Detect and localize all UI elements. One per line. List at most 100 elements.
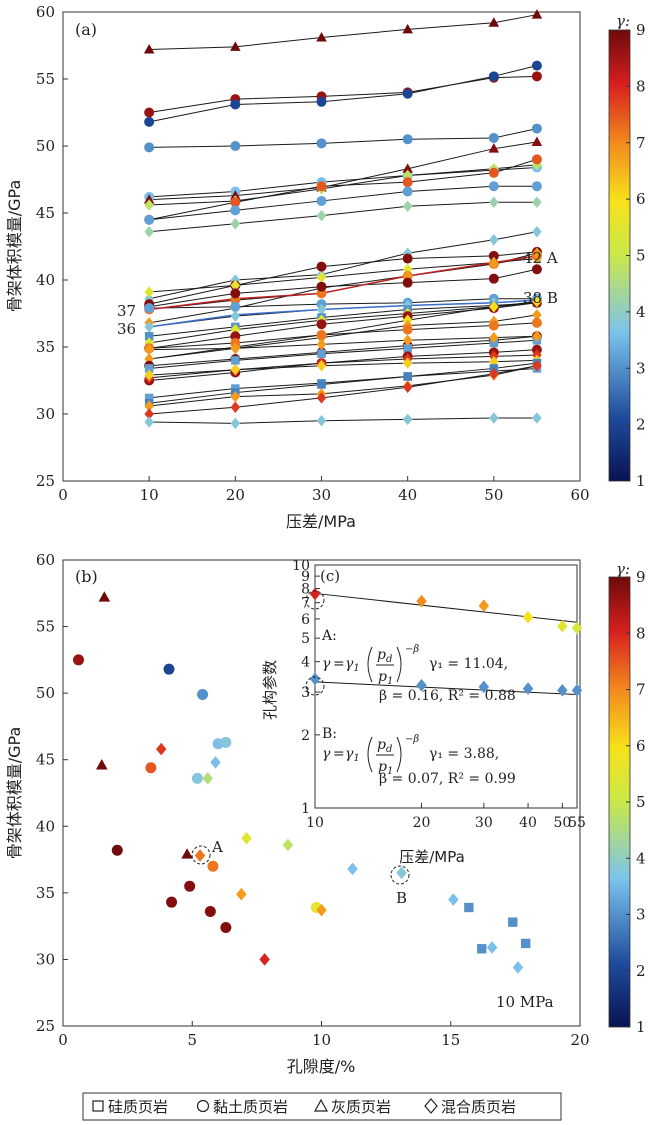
panel-a-point (402, 186, 413, 197)
annotation-36: 36 (117, 320, 136, 338)
panel-a-ytick-label: 45 (36, 204, 55, 222)
colorbar-tick-label: 2 (636, 962, 646, 980)
panel-a-series-line (149, 258, 537, 293)
colorbar-tick-label: 7 (636, 681, 646, 699)
panel-c-highlight-a (305, 590, 325, 610)
panel-a-ytick-label: 40 (36, 271, 55, 289)
panel-a-point (230, 342, 241, 355)
panel-b-ytick-label: 35 (36, 884, 55, 902)
panel-a-label: (a) (75, 20, 97, 39)
panel-a-highlight-line (149, 255, 538, 311)
panel-a-axes: 0 10 20 30 40 50 60 25 30 35 40 45 50 55 60 (36, 3, 590, 504)
panel-a-point (402, 177, 413, 188)
panel-a-series-line (149, 365, 538, 407)
panel-a-point (316, 319, 327, 330)
panel-b-xtick-label: 15 (441, 1031, 460, 1049)
panel-a-point (403, 372, 412, 381)
panel-a-series-line (149, 298, 537, 309)
panel-c-ytick-label: 7 (301, 596, 310, 612)
colorbar-tick-label: 9 (636, 568, 646, 586)
panel-b-point (477, 944, 487, 954)
panel-a-point (489, 258, 499, 270)
panel-c-ytick-label: 6 (301, 612, 310, 628)
panel-c-ytick-label: 3 (301, 685, 310, 701)
panel-a-point (402, 134, 413, 145)
panel-a-point (402, 253, 413, 264)
panel-b-xlabel: 孔隙度/% (287, 1057, 356, 1076)
panel-a-series-line (149, 339, 537, 369)
panel-a-point (402, 23, 413, 34)
colorbar-tick-label: 1 (636, 472, 646, 490)
panel-b-point (166, 896, 178, 908)
panel-c-point (522, 682, 534, 695)
legend-label-clay: 黏土质页岩 (213, 1098, 288, 1116)
panel-a-series-line (149, 417, 537, 424)
panel-a-ytick-label: 25 (36, 472, 55, 490)
panel-a-point (144, 303, 155, 314)
panel-a-series-line (149, 354, 537, 379)
panel-a-point (402, 357, 413, 369)
panel-c-ytick-label: 10 (292, 558, 310, 574)
panel-a-point (532, 360, 542, 372)
formula-a-lparen (367, 646, 373, 683)
panel-a-point (230, 288, 241, 299)
panel-b-point (163, 663, 175, 675)
panel-c-ylabel: 孔构参数 (261, 660, 279, 720)
colorbar-b-title: γ: (616, 560, 630, 578)
panel-a-point (317, 349, 326, 358)
panel-b-point (156, 742, 167, 756)
legend-marker-diamond (424, 1098, 438, 1114)
colorbar-tick-label: 5 (636, 793, 646, 811)
panel-a-point (144, 364, 154, 373)
panel-b-label: (b) (75, 567, 98, 586)
panel-b-point (204, 905, 216, 917)
panel-b-point (486, 941, 498, 954)
panel-a-point (144, 214, 155, 225)
panel-a-point (144, 393, 154, 403)
panel-b-xtick-label: 20 (570, 1031, 589, 1049)
panel-a-point (316, 338, 327, 351)
panel-a-point (230, 401, 241, 414)
panel-a-ytick-label: 55 (36, 70, 55, 88)
panel-a-ytick-label: 30 (36, 405, 55, 423)
panel-b-point (194, 849, 206, 862)
panel-b-point (96, 758, 108, 770)
panel-b-point (521, 938, 531, 949)
panel-c-point (309, 587, 321, 601)
panel-a-point (402, 88, 413, 99)
panel-c-point (557, 683, 568, 697)
panel-a-point (144, 416, 154, 428)
panel-c-point (571, 683, 583, 697)
panel-a-ytick-label: 35 (36, 338, 55, 356)
annotation-37: 37 (117, 302, 136, 320)
panel-c-point (416, 678, 427, 692)
formula-b: B: γ = γ1 pd p1 −β γ₁ = 3.88, β = 0.07, … (322, 726, 516, 787)
panel-a-point (531, 264, 542, 275)
panel-b-ytick-label: 50 (36, 684, 55, 702)
panel-a-series-line (149, 322, 537, 349)
panel-a-point (144, 343, 154, 356)
panel-a-series-line (149, 362, 537, 404)
panel-a-point (403, 344, 412, 353)
formula-a-gamma: γ (322, 656, 331, 672)
panel-b-point (282, 838, 294, 852)
panel-c-fit-lines (314, 592, 578, 696)
panel-a-point (402, 247, 413, 259)
panel-a-series-line (149, 166, 537, 198)
panel-c-xtick-label: 40 (519, 815, 537, 831)
panel-a-series-line (149, 335, 537, 367)
panel-b-annotation-a: A (211, 838, 223, 856)
panel-a-point (531, 71, 542, 82)
panel-a-point (531, 181, 542, 192)
panel-a-point (402, 334, 413, 347)
panel-a-point (230, 301, 241, 312)
formula-b-rparen (396, 736, 402, 773)
panel-a-xtick-label: 0 (58, 486, 68, 504)
panel-b-point (347, 862, 358, 876)
panel-a-point (230, 190, 241, 200)
panel-a-point (230, 279, 241, 292)
legend: 硅质页岩 黏土质页岩 灰质页岩 混合质页岩 (82, 1092, 562, 1121)
panel-b-point (73, 654, 85, 666)
panel-a-point (402, 200, 413, 213)
